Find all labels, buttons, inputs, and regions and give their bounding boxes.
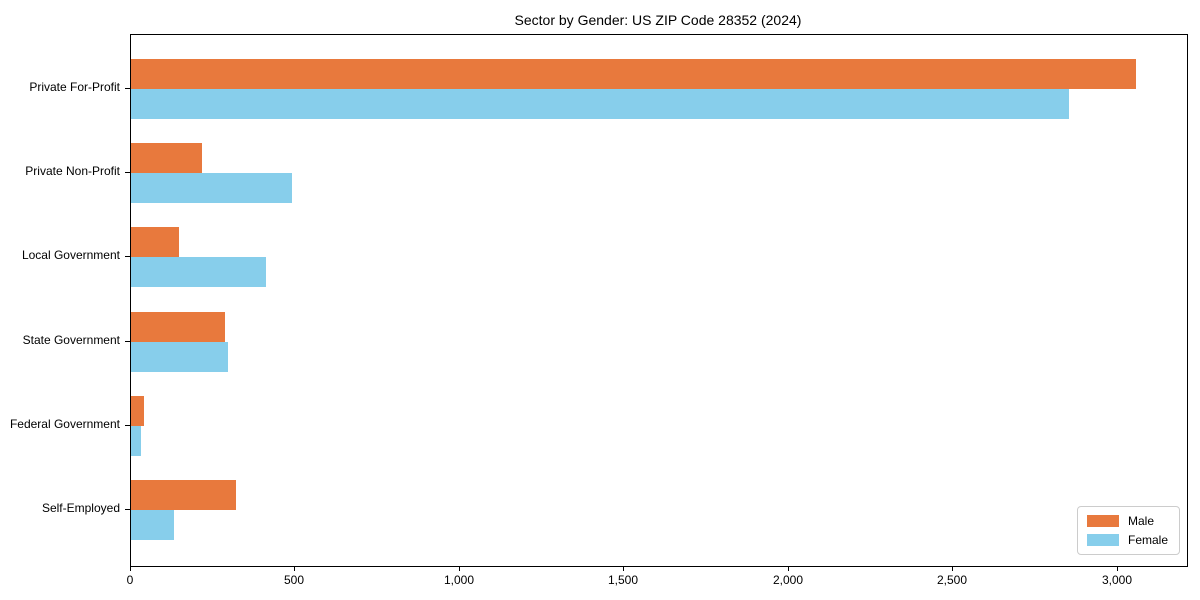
bar-female-self-employed bbox=[131, 510, 174, 540]
x-tick-mark bbox=[788, 566, 789, 571]
x-tick-mark bbox=[130, 566, 131, 571]
x-tick-label-0: 0 bbox=[126, 573, 134, 587]
x-tick-label-2-500: 2,500 bbox=[936, 573, 968, 587]
y-tick-label-local-government: Local Government bbox=[21, 248, 120, 263]
bar-male-private-non-profit bbox=[131, 143, 202, 174]
legend-swatch-male bbox=[1086, 515, 1119, 527]
y-tick-label-state-government: State Government bbox=[22, 332, 120, 347]
bar-male-federal-government bbox=[131, 395, 144, 426]
y-tick-label-private-for-profit: Private For-Profit bbox=[29, 80, 120, 94]
plot-area bbox=[130, 34, 1188, 567]
x-tick-label-1-000: 1,000 bbox=[443, 573, 475, 587]
bar-male-local-government bbox=[131, 227, 179, 258]
y-tick-mark bbox=[125, 424, 130, 426]
bar-female-private-non-profit bbox=[131, 173, 292, 204]
bar-female-local-government bbox=[131, 257, 266, 288]
y-tick-mark bbox=[125, 340, 130, 342]
bar-female-federal-government bbox=[131, 425, 141, 456]
bar-male-self-employed bbox=[131, 480, 236, 510]
bar-female-state-government bbox=[131, 341, 228, 372]
bar-female-private-for-profit bbox=[131, 89, 1069, 119]
x-tick-mark bbox=[1117, 566, 1118, 571]
bar-male-private-for-profit bbox=[131, 59, 1136, 89]
bar-male-state-government bbox=[131, 311, 225, 342]
legend: Male Female bbox=[1076, 506, 1180, 555]
legend-label-male: Male bbox=[1127, 514, 1154, 528]
legend-swatch-female bbox=[1086, 534, 1119, 546]
x-tick-mark bbox=[459, 566, 460, 571]
legend-label-female: Female bbox=[1127, 533, 1168, 547]
x-tick-label-1-500: 1,500 bbox=[607, 573, 639, 587]
y-tick-mark bbox=[125, 256, 130, 258]
y-tick-mark bbox=[125, 88, 130, 89]
x-tick-mark bbox=[294, 566, 295, 571]
legend-item-male: Male bbox=[1086, 514, 1168, 528]
x-tick-mark bbox=[952, 566, 953, 571]
chart-title: Sector by Gender: US ZIP Code 28352 (202… bbox=[514, 12, 802, 28]
y-tick-label-federal-government: Federal Government bbox=[9, 416, 120, 431]
y-tick-label-private-non-profit: Private Non-Profit bbox=[25, 164, 120, 179]
x-tick-mark bbox=[623, 566, 624, 571]
y-tick-mark bbox=[125, 172, 130, 174]
x-tick-label-500: 500 bbox=[283, 573, 305, 587]
y-tick-mark bbox=[125, 509, 130, 510]
y-tick-label-self-employed: Self-Employed bbox=[41, 501, 120, 515]
legend-item-female: Female bbox=[1086, 533, 1168, 547]
x-tick-label-3-000: 3,000 bbox=[1101, 573, 1133, 587]
x-tick-label-2-000: 2,000 bbox=[772, 573, 804, 587]
